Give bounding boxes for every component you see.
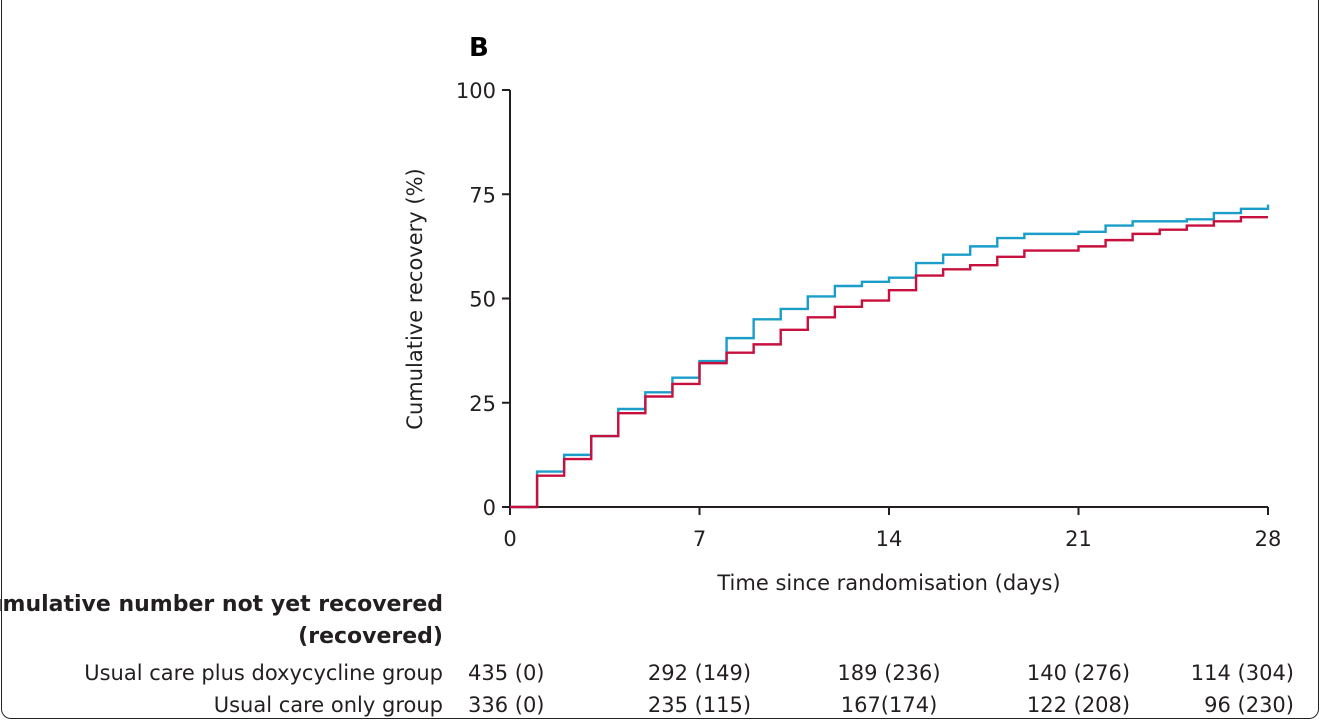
x-tick-label: 28 [1255,527,1282,551]
y-tick-label: 75 [469,183,496,207]
risk-row-value: 114 (304) [1191,661,1294,685]
y-axis-title: Cumulative recovery (%) [403,168,427,429]
curves [510,204,1270,509]
risk-row-value: 435 (0) [468,661,545,685]
series-line-0 [510,204,1270,509]
x-tick-label: 14 [876,527,903,551]
risk-table-header: Cumulative number not yet recovered [0,592,443,617]
risk-row-value: 167(174) [841,693,938,717]
axes: 0 25 50 75 100 0 7 14 21 28 [456,79,1281,551]
x-axis-title: Time since randomisation (days) [716,571,1060,595]
risk-row-value: 96 (230) [1204,693,1294,717]
panel-label: B [469,33,489,63]
x-tick-label: 0 [503,527,516,551]
risk-table-header-sub: (recovered) [298,624,443,649]
risk-table: Cumulative number not yet recovered (rec… [0,592,1294,717]
y-tick-label: 50 [469,288,496,312]
risk-row-value: 292 (149) [648,661,751,685]
series-line-1 [510,215,1268,509]
risk-row-value: 336 (0) [468,693,545,717]
risk-row-value: 122 (208) [1027,693,1130,717]
risk-row-value: 235 (115) [648,693,751,717]
x-tick-label: 21 [1065,527,1092,551]
risk-row-value: 140 (276) [1027,661,1130,685]
y-tick-label: 100 [456,79,496,103]
risk-row-value: 189 (236) [837,661,940,685]
risk-row-label: Usual care only group [214,693,443,717]
y-tick-label: 0 [483,496,496,520]
y-tick-label: 25 [469,392,496,416]
risk-table-rows: Usual care plus doxycycline group 435 (0)… [84,661,1294,717]
risk-row-label: Usual care plus doxycycline group [84,661,443,685]
x-tick-label: 7 [693,527,706,551]
